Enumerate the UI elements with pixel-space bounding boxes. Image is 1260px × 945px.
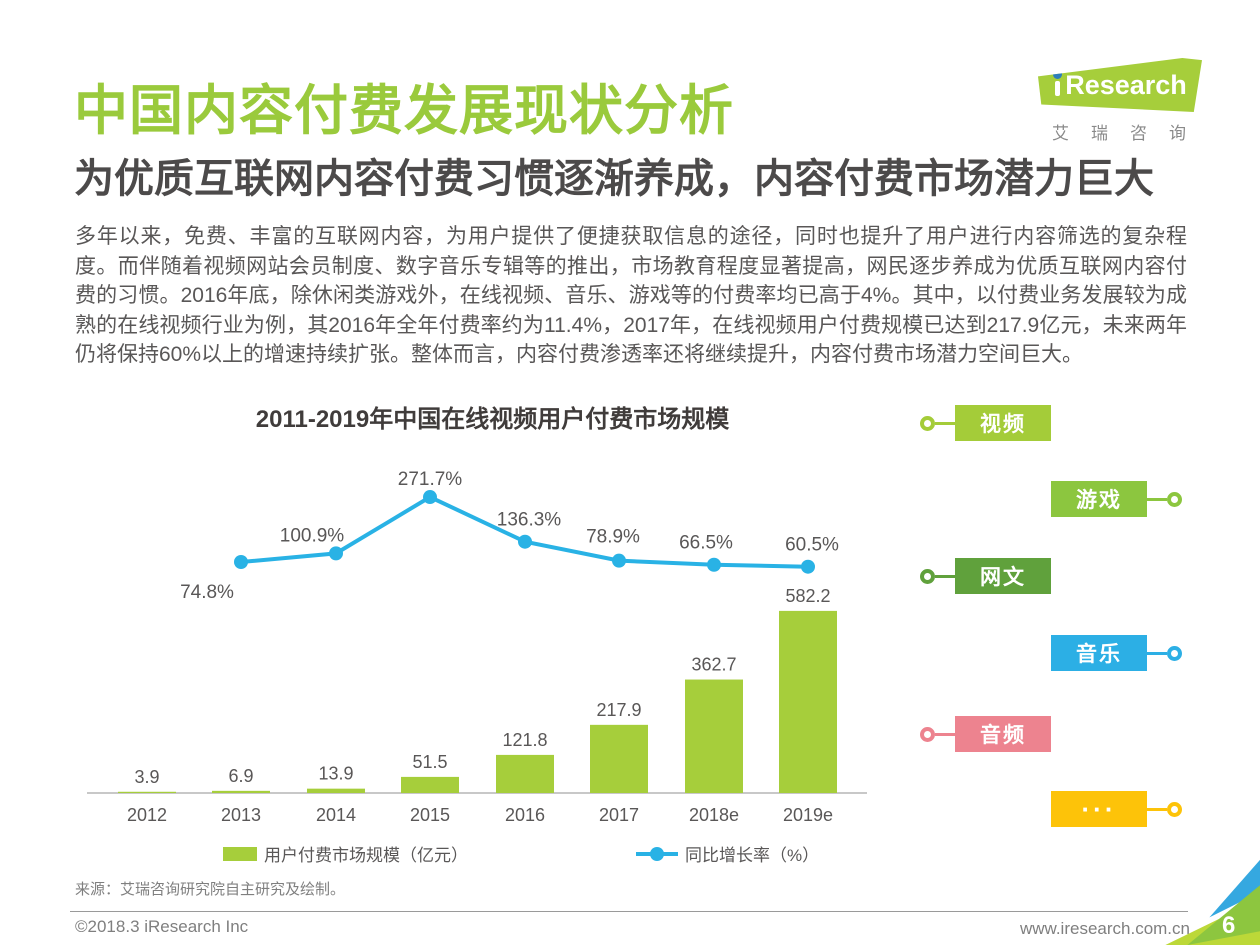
bar-value-label: 6.9 — [228, 766, 253, 786]
intro-paragraph: 多年以来，免费、丰富的互联网内容，为用户提供了便捷获取信息的途径，同时也提升了用… — [75, 225, 1187, 366]
growth-value-label: 271.7% — [398, 469, 463, 490]
bar-value-label: 13.9 — [318, 764, 353, 784]
growth-value-label: 78.9% — [586, 527, 640, 548]
tag-label: 音频 — [955, 716, 1051, 752]
tag-label: 视频 — [955, 405, 1051, 441]
footer-website: www.iresearch.com.cn — [1019, 919, 1190, 938]
logo-brand-text: Research — [1065, 69, 1187, 100]
growth-value-label: 60.5% — [785, 535, 839, 556]
line-legend-label: 同比增长率（%） — [685, 846, 820, 865]
legend-item-line: 同比增长率（%） — [636, 841, 819, 866]
tag-connector-ring-icon — [920, 415, 935, 431]
bar-value-label: 582.2 — [785, 586, 830, 606]
page-title: 中国内容付费发展现状分析 — [74, 81, 734, 141]
bar-value-label: 217.9 — [596, 700, 641, 720]
tag-label: 音乐 — [1051, 635, 1147, 671]
growth-point-2013 — [234, 555, 248, 569]
payment-market-chart: 3.9 2012 6.9 2013 13.9 2014 51.5 2015 121.8 2016 2… — [87, 469, 867, 825]
bar-2013 — [212, 790, 270, 793]
growth-point-2017 — [612, 553, 626, 568]
bar-value-label: 362.7 — [691, 655, 736, 675]
page-subtitle: 为优质互联网内容付费习惯逐渐养成，内容付费市场潜力巨大 — [74, 157, 1154, 201]
logo-shape: Research — [1038, 58, 1202, 112]
bar-value-label: 3.9 — [134, 767, 159, 787]
chart-title: 2011-2019年中国在线视频用户付费市场规模 — [255, 406, 730, 433]
bar-2016 — [496, 754, 554, 793]
line-legend-swatch-icon — [636, 846, 678, 861]
growth-point-2016 — [518, 534, 532, 549]
growth-point-2014 — [329, 546, 343, 561]
tag-label: ··· — [1051, 791, 1147, 827]
growth-value-label: 100.9% — [280, 525, 345, 546]
bar-2018e — [685, 679, 743, 793]
x-axis-label: 2017 — [599, 805, 639, 825]
bar-value-label: 121.8 — [502, 730, 547, 750]
x-axis-label: 2015 — [410, 805, 450, 825]
tag-connector-line — [1147, 497, 1167, 501]
source-note: 来源：艾瑞咨询研究院自主研究及绘制。 — [75, 881, 346, 898]
tag-connector-line — [1147, 807, 1167, 811]
side-tag-audio: 音频 — [920, 716, 1051, 752]
bar-2012 — [118, 791, 176, 793]
growth-value-label: 136.3% — [497, 510, 562, 531]
legend-item-bar: 用户付费市场规模（亿元） — [223, 841, 468, 866]
x-axis-label: 2019e — [783, 805, 833, 825]
x-axis-label: 2018e — [689, 805, 739, 825]
x-axis-label: 2016 — [505, 805, 545, 825]
growth-point-2015 — [423, 490, 437, 505]
bar-legend-swatch-icon — [223, 846, 257, 861]
tag-connector-ring-icon — [920, 568, 935, 584]
x-axis-label: 2012 — [127, 805, 167, 825]
bar-value-label: 51.5 — [412, 752, 447, 772]
growth-point-2019e — [801, 559, 815, 574]
logo-i-icon — [1053, 70, 1063, 96]
tag-connector-ring-icon — [1167, 801, 1182, 817]
side-tag-music: 音乐 — [1051, 635, 1182, 671]
x-axis-label: 2013 — [221, 805, 261, 825]
tag-label: 网文 — [955, 558, 1051, 594]
growth-value-label: 66.5% — [679, 533, 733, 554]
iresearch-logo: Research 艾瑞咨询 — [1032, 58, 1204, 144]
corner-decoration: 6 — [1150, 830, 1260, 945]
footer-copyright: ©2018.3 iResearch Inc — [75, 917, 249, 936]
side-tag-game: 游戏 — [1051, 481, 1182, 517]
tag-label: 游戏 — [1051, 481, 1147, 517]
side-tag-video: 视频 — [920, 405, 1051, 441]
footer-divider — [70, 911, 1188, 912]
bar-2019e — [779, 610, 837, 793]
bar-2017 — [590, 724, 648, 793]
bar-2014 — [307, 788, 365, 793]
tag-connector-line — [1147, 651, 1167, 655]
tag-connector-ring-icon — [1167, 645, 1182, 661]
tag-connector-line — [935, 574, 955, 578]
bar-2015 — [401, 776, 459, 793]
bar-legend-label: 用户付费市场规模（亿元） — [264, 846, 468, 865]
x-axis-label: 2014 — [316, 805, 356, 825]
growth-point-2018e — [707, 557, 721, 572]
tag-connector-ring-icon — [1167, 491, 1182, 507]
side-tag-more: ··· — [1051, 791, 1182, 827]
tag-connector-line — [935, 732, 955, 736]
growth-value-label: 74.8% — [180, 582, 234, 603]
tag-connector-line — [935, 421, 955, 425]
page-number: 6 — [1222, 912, 1236, 939]
tag-connector-ring-icon — [920, 726, 935, 742]
logo-caption: 艾瑞咨询 — [1052, 124, 1208, 143]
chart-legend: 用户付费市场规模（亿元） 同比增长率（%） — [75, 841, 870, 866]
side-tag-web-novel: 网文 — [920, 558, 1051, 594]
